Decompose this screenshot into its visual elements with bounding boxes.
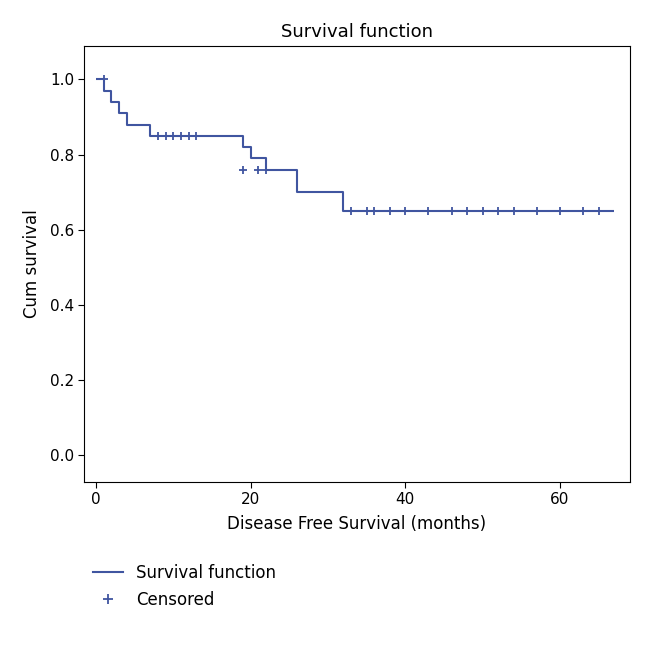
Y-axis label: Cum survival: Cum survival	[23, 209, 42, 318]
Title: Survival function: Survival function	[281, 23, 433, 41]
Legend: Survival function, Censored: Survival function, Censored	[93, 564, 276, 609]
X-axis label: Disease Free Survival (months): Disease Free Survival (months)	[227, 516, 487, 533]
